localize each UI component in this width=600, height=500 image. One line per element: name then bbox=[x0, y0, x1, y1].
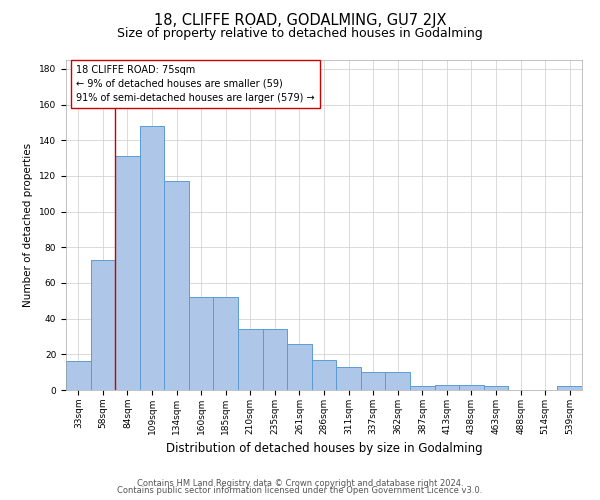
Bar bbox=[385, 372, 410, 390]
Bar bbox=[66, 362, 91, 390]
Text: Contains public sector information licensed under the Open Government Licence v3: Contains public sector information licen… bbox=[118, 486, 482, 495]
Bar bbox=[557, 386, 582, 390]
X-axis label: Distribution of detached houses by size in Godalming: Distribution of detached houses by size … bbox=[166, 442, 482, 456]
Bar bbox=[434, 384, 459, 390]
Bar bbox=[459, 384, 484, 390]
Text: Size of property relative to detached houses in Godalming: Size of property relative to detached ho… bbox=[117, 28, 483, 40]
Bar bbox=[312, 360, 336, 390]
Bar bbox=[238, 330, 263, 390]
Bar bbox=[115, 156, 140, 390]
Y-axis label: Number of detached properties: Number of detached properties bbox=[23, 143, 34, 307]
Bar bbox=[214, 297, 238, 390]
Bar bbox=[189, 297, 214, 390]
Text: 18, CLIFFE ROAD, GODALMING, GU7 2JX: 18, CLIFFE ROAD, GODALMING, GU7 2JX bbox=[154, 12, 446, 28]
Bar bbox=[336, 367, 361, 390]
Bar bbox=[263, 330, 287, 390]
Bar bbox=[410, 386, 434, 390]
Bar bbox=[91, 260, 115, 390]
Bar bbox=[287, 344, 312, 390]
Text: 18 CLIFFE ROAD: 75sqm
← 9% of detached houses are smaller (59)
91% of semi-detac: 18 CLIFFE ROAD: 75sqm ← 9% of detached h… bbox=[76, 65, 315, 103]
Bar bbox=[164, 182, 189, 390]
Bar bbox=[361, 372, 385, 390]
Text: Contains HM Land Registry data © Crown copyright and database right 2024.: Contains HM Land Registry data © Crown c… bbox=[137, 478, 463, 488]
Bar bbox=[140, 126, 164, 390]
Bar bbox=[484, 386, 508, 390]
